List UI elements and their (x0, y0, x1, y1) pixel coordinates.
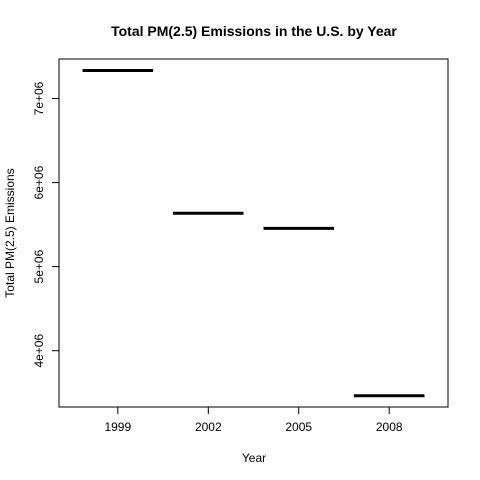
x-axis-label: Year (242, 451, 266, 465)
y-axis: 4e+06 5e+06 6e+06 7e+06 (32, 81, 59, 368)
y-tick-label-7e+06: 7e+06 (32, 81, 46, 115)
bars-group (82, 69, 425, 398)
x-tick-label-2002: 2002 (195, 420, 222, 434)
x-tick-label-2008: 2008 (376, 420, 403, 434)
plot-frame (58, 58, 449, 408)
chart-title: Total PM(2.5) Emissions in the U.S. by Y… (111, 23, 397, 39)
y-tick-label-5e+06: 5e+06 (32, 249, 46, 283)
y-tick-label-6e+06: 6e+06 (32, 165, 46, 199)
y-axis-label: Total PM(2.5) Emissions (3, 168, 17, 297)
x-tick-label-2005: 2005 (285, 420, 312, 434)
x-axis: 1999 2002 2005 2008 (104, 407, 403, 434)
x-tick-label-1999: 1999 (104, 420, 131, 434)
y-tick-label-4e+06: 4e+06 (32, 334, 46, 368)
